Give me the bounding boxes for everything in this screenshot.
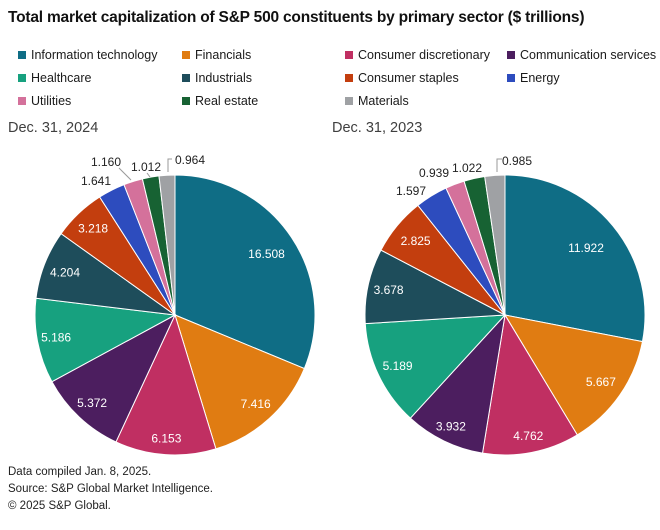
legend-label: Information technology bbox=[31, 48, 158, 62]
legend-swatch-icon bbox=[345, 97, 353, 105]
slice-value-label-energy-dec-31-2023: 1.597 bbox=[396, 184, 426, 198]
slice-value-label-healthcare-dec-31-2024: 5.186 bbox=[41, 331, 71, 345]
legend-swatch-icon bbox=[182, 97, 190, 105]
slice-value-label-materials-dec-31-2023: 0.985 bbox=[502, 154, 532, 168]
legend-swatch-icon bbox=[507, 74, 515, 82]
pie-slice-materials-dec-31-2023 bbox=[484, 174, 506, 316]
chart-legend: Information technology Healthcare Utilitie… bbox=[0, 0, 660, 115]
legend-item-information-technology: Information technology bbox=[18, 48, 157, 62]
legend-swatch-icon bbox=[18, 51, 26, 59]
pie-slice-consumer-discretionary-dec-31-2024 bbox=[115, 313, 217, 456]
pie-slice-information-technology-dec-31-2024 bbox=[174, 174, 316, 370]
slice-value-label-industrials-dec-31-2023: 3.678 bbox=[374, 283, 404, 297]
pie-slice-financials-dec-31-2024 bbox=[174, 314, 306, 450]
footer: Data compiled Jan. 8, 2025. Source: S&P … bbox=[8, 464, 213, 515]
legend-label: Consumer discretionary bbox=[358, 48, 490, 62]
slice-value-label-financials-dec-31-2023: 5.667 bbox=[586, 375, 616, 389]
legend-item-communication-services: Communication services bbox=[507, 48, 656, 62]
slice-value-label-consumer-staples-dec-31-2023: 2.825 bbox=[401, 234, 431, 248]
pie-slice-financials-dec-31-2023 bbox=[503, 314, 644, 436]
pie-slice-communication-services-dec-31-2023 bbox=[409, 313, 506, 454]
pie-slice-information-technology-dec-31-2023 bbox=[504, 174, 646, 343]
slice-value-label-information-technology-dec-31-2024: 16.508 bbox=[248, 247, 285, 261]
legend-item-healthcare: Healthcare bbox=[18, 71, 91, 85]
pie-subtitle-2023: Dec. 31, 2023 bbox=[332, 120, 423, 136]
legend-item-consumer-staples: Consumer staples bbox=[345, 71, 459, 85]
slice-value-label-consumer-staples-dec-31-2024: 3.218 bbox=[78, 222, 108, 236]
legend-item-materials: Materials bbox=[345, 94, 409, 108]
slice-value-label-consumer-discretionary-dec-31-2023: 4.762 bbox=[513, 429, 543, 443]
legend-label: Materials bbox=[358, 94, 409, 108]
label-leader-line bbox=[118, 167, 132, 181]
legend-swatch-icon bbox=[345, 74, 353, 82]
legend-label: Energy bbox=[520, 71, 560, 85]
pie-charts-canvas: 16.508 7.416 6.153 5.372 5.186 4.204 3.218 1.64… bbox=[34, 153, 646, 456]
legend-label: Industrials bbox=[195, 71, 252, 85]
slice-value-label-utilities-dec-31-2023: 0.939 bbox=[419, 166, 449, 180]
slice-value-label-information-technology-dec-31-2023: 11.922 bbox=[568, 241, 604, 255]
legend-swatch-icon bbox=[182, 51, 190, 59]
legend-swatch-icon bbox=[345, 51, 353, 59]
legend-swatch-icon bbox=[18, 74, 26, 82]
slice-value-label-energy-dec-31-2024: 1.641 bbox=[81, 174, 111, 188]
slice-value-label-financials-dec-31-2024: 7.416 bbox=[241, 397, 271, 411]
slice-value-label-consumer-discretionary-dec-31-2024: 6.153 bbox=[151, 432, 181, 446]
legend-item-real-estate: Real estate bbox=[182, 94, 258, 108]
slice-value-label-industrials-dec-31-2024: 4.204 bbox=[50, 265, 80, 279]
slice-value-label-communication-services-dec-31-2023: 3.932 bbox=[436, 420, 466, 434]
pie-slice-healthcare-dec-31-2024 bbox=[34, 297, 177, 383]
slice-value-label-real-estate-dec-31-2024: 1.012 bbox=[131, 160, 161, 174]
footer-source-line: Source: S&P Global Market Intelligence. bbox=[8, 483, 213, 495]
slice-value-label-utilities-dec-31-2024: 1.160 bbox=[91, 155, 121, 169]
legend-swatch-icon bbox=[18, 97, 26, 105]
legend-label: Consumer staples bbox=[358, 71, 459, 85]
pie-slice-consumer-discretionary-dec-31-2023 bbox=[481, 313, 578, 456]
slice-value-label-real-estate-dec-31-2023: 1.022 bbox=[452, 161, 482, 175]
footer-compiled-line: Data compiled Jan. 8, 2025. bbox=[8, 466, 152, 478]
slice-value-label-materials-dec-31-2024: 0.964 bbox=[175, 153, 205, 167]
label-leader-line bbox=[146, 172, 151, 178]
legend-item-financials: Financials bbox=[182, 48, 251, 62]
legend-item-consumer-discretionary: Consumer discretionary bbox=[345, 48, 490, 62]
pie-slice-communication-services-dec-31-2024 bbox=[51, 313, 177, 443]
label-leader-line bbox=[167, 158, 172, 172]
legend-swatch-icon bbox=[507, 51, 515, 59]
legend-item-utilities: Utilities bbox=[18, 94, 71, 108]
slice-value-label-communication-services-dec-31-2024: 5.372 bbox=[77, 396, 107, 410]
legend-item-energy: Energy bbox=[507, 71, 560, 85]
page-title: Total market capitalization of S&P 500 c… bbox=[8, 9, 585, 26]
legend-label: Healthcare bbox=[31, 71, 92, 85]
legend-label: Utilities bbox=[31, 94, 72, 108]
pie-subtitle-2024: Dec. 31, 2024 bbox=[8, 120, 99, 136]
legend-label: Communication services bbox=[520, 48, 657, 62]
label-leader-line bbox=[496, 158, 502, 172]
legend-item-industrials: Industrials bbox=[182, 71, 252, 85]
legend-swatch-icon bbox=[182, 74, 190, 82]
slice-value-label-healthcare-dec-31-2023: 5.189 bbox=[383, 359, 413, 373]
pie-slice-materials-dec-31-2024 bbox=[158, 174, 176, 316]
footer-copyright-line: © 2025 S&P Global. bbox=[8, 500, 111, 512]
pie-slice-healthcare-dec-31-2023 bbox=[364, 314, 507, 419]
legend-label: Financials bbox=[195, 48, 252, 62]
legend-label: Real estate bbox=[195, 94, 259, 108]
